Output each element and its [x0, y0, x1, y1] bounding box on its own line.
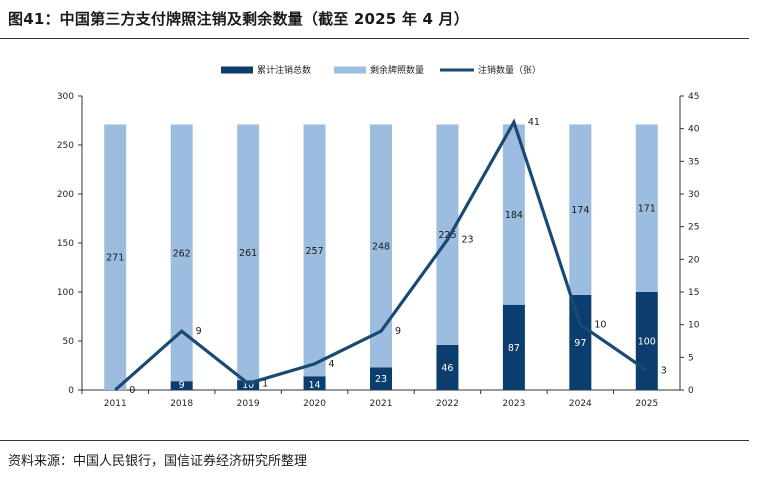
- line-cancelled-per-year: [114, 118, 648, 392]
- legend-label-remaining: 剩余牌照数量: [370, 64, 424, 76]
- y-left-tick-label: 250: [57, 141, 74, 151]
- bars: 271 2629261102571424823225461848717497171…: [104, 124, 658, 391]
- chart-area: 累计注销总数 剩余牌照数量 注销数量（张） 05010015020025030005…: [57, 64, 700, 409]
- data-label-remaining: 248: [372, 241, 390, 252]
- data-label-cancelled-per-year: 4: [329, 359, 335, 370]
- y-left-tick-label: 100: [57, 288, 74, 298]
- x-tick-label: 2021: [370, 399, 393, 409]
- data-label-cancelled-total: 10: [242, 380, 254, 391]
- data-label-remaining: 174: [571, 205, 589, 216]
- data-label-cancelled-per-year: 1: [262, 378, 268, 389]
- bar-cancelled-total: [370, 367, 392, 390]
- data-label-cancelled-per-year: 3: [661, 365, 667, 376]
- y-left-tick-label: 50: [63, 337, 75, 347]
- x-tick-label: 2019: [237, 399, 260, 409]
- title-divider: [0, 38, 749, 39]
- y-right-tick-label: 10: [688, 321, 700, 331]
- bar-cancelled-total: [569, 294, 592, 390]
- data-label-remaining: 271: [106, 253, 124, 264]
- data-label-cancelled-total: 23: [375, 374, 387, 385]
- x-tick-label: 2022: [436, 399, 459, 409]
- x-tick-label: 2018: [170, 399, 193, 409]
- y-right-tick-label: 20: [688, 255, 700, 265]
- bar-cancelled-total: [303, 376, 326, 390]
- data-label-cancelled-total: 9: [179, 380, 185, 391]
- y-left-tick-label: 200: [57, 190, 74, 200]
- legend-swatch-remaining: [334, 66, 366, 74]
- data-label-cancelled-per-year: 10: [594, 320, 606, 331]
- bar-remaining: [635, 124, 658, 292]
- y-right-tick-label: 15: [688, 288, 699, 298]
- data-label-remaining: 261: [239, 248, 257, 259]
- legend: 累计注销总数 剩余牌照数量 注销数量（张）: [221, 64, 541, 76]
- bar-remaining: [370, 124, 392, 368]
- source-note: 资料来源：中国人民银行，国信证券经济研究所整理: [8, 454, 308, 469]
- y-right-tick-label: 30: [688, 190, 700, 200]
- data-label-remaining: 262: [173, 248, 191, 259]
- x-tick-label: 2024: [569, 399, 592, 409]
- data-label-remaining: 225: [438, 230, 456, 241]
- data-label-cancelled-total: 46: [441, 363, 453, 374]
- bar-remaining: [436, 124, 459, 345]
- data-label-cancelled-total: 14: [309, 380, 321, 391]
- x-tick-label: 2020: [303, 399, 326, 409]
- legend-swatch-cancelled-total: [221, 66, 253, 74]
- y-right-tick-label: 0: [688, 386, 694, 396]
- data-label-cancelled-total: 97: [574, 338, 586, 349]
- source-divider: [0, 440, 749, 441]
- data-label-cancelled-per-year: 23: [461, 235, 473, 246]
- bar-remaining: [303, 124, 326, 377]
- bar-remaining: [502, 124, 525, 305]
- legend-label-cancelled-total: 累计注销总数: [257, 64, 311, 76]
- y-left-tick-label: 150: [57, 239, 74, 249]
- y-right-tick-label: 35: [688, 157, 699, 167]
- bar-remaining: [569, 124, 592, 295]
- data-label-cancelled-per-year: 9: [395, 326, 401, 337]
- data-label-cancelled-total: 87: [508, 343, 520, 354]
- chart-title: 图41：中国第三方支付牌照注销及剩余数量（截至 2025 年 4 月）: [8, 10, 469, 28]
- bar-cancelled-total: [436, 344, 459, 390]
- bar-cancelled-total: [170, 381, 193, 390]
- y-right-tick-label: 45: [688, 92, 699, 102]
- bar-remaining: [170, 124, 193, 382]
- x-tick-label: 2011: [104, 399, 127, 409]
- y-left-tick-label: 300: [57, 92, 74, 102]
- data-label-cancelled-total: 100: [638, 337, 656, 348]
- y-right-tick-label: 25: [688, 223, 699, 233]
- x-tick-label: 2023: [502, 399, 525, 409]
- bar-cancelled-total: [502, 304, 525, 390]
- x-tick-label: 2025: [635, 399, 658, 409]
- data-label-cancelled-per-year: 0: [129, 385, 135, 396]
- data-label-remaining: 257: [305, 246, 323, 257]
- y-right-tick-label: 40: [688, 125, 700, 135]
- data-label-remaining: 171: [638, 204, 656, 215]
- bar-remaining: [104, 124, 127, 391]
- data-label-cancelled-per-year: 9: [196, 326, 202, 337]
- legend-label-cancelled-line: 注销数量（张）: [478, 64, 541, 76]
- y-left-tick-label: 0: [68, 386, 74, 396]
- bar-remaining: [237, 124, 260, 381]
- data-label-cancelled-per-year: 41: [528, 117, 540, 128]
- y-right-tick-label: 5: [688, 353, 694, 363]
- data-label-remaining: 184: [505, 210, 523, 221]
